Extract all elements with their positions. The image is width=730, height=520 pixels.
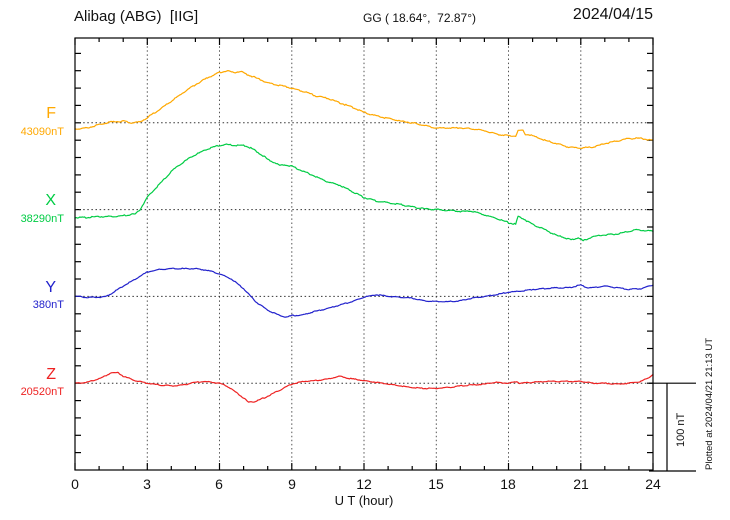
channel-z-label: Z bbox=[46, 366, 56, 383]
x-tick-0: 0 bbox=[71, 476, 79, 492]
channel-y-label: Y bbox=[45, 279, 56, 296]
channel-x-label: X bbox=[45, 192, 56, 209]
x-tick-12: 12 bbox=[356, 476, 372, 492]
x-axis-title: U T (hour) bbox=[334, 493, 394, 508]
x-tick-21: 21 bbox=[573, 476, 589, 492]
channel-x-baseline-value: 38290nT bbox=[20, 213, 64, 225]
x-tick-24: 24 bbox=[645, 476, 661, 492]
x-tick-3: 3 bbox=[143, 476, 151, 492]
channel-y-baseline-value: 380nT bbox=[32, 299, 64, 311]
x-tick-6: 6 bbox=[215, 476, 223, 492]
station-title: Alibag (ABG) [IIG] bbox=[74, 8, 199, 25]
x-tick-9: 9 bbox=[288, 476, 296, 492]
channel-z-baseline-value: 20520nT bbox=[20, 386, 64, 398]
channel-f-label: F bbox=[46, 105, 56, 122]
geographic-coordinates: GG ( 18.64°, 72.87°) bbox=[363, 11, 476, 25]
scale-bar-label: 100 nT bbox=[675, 412, 687, 447]
x-tick-15: 15 bbox=[428, 476, 444, 492]
plot-date: 2024/04/15 bbox=[572, 6, 653, 23]
x-tick-18: 18 bbox=[500, 476, 516, 492]
channel-f-baseline-value: 43090nT bbox=[20, 126, 64, 138]
plotted-at-note: Plotted at 2024/04/21 21:13 UT bbox=[704, 337, 715, 470]
